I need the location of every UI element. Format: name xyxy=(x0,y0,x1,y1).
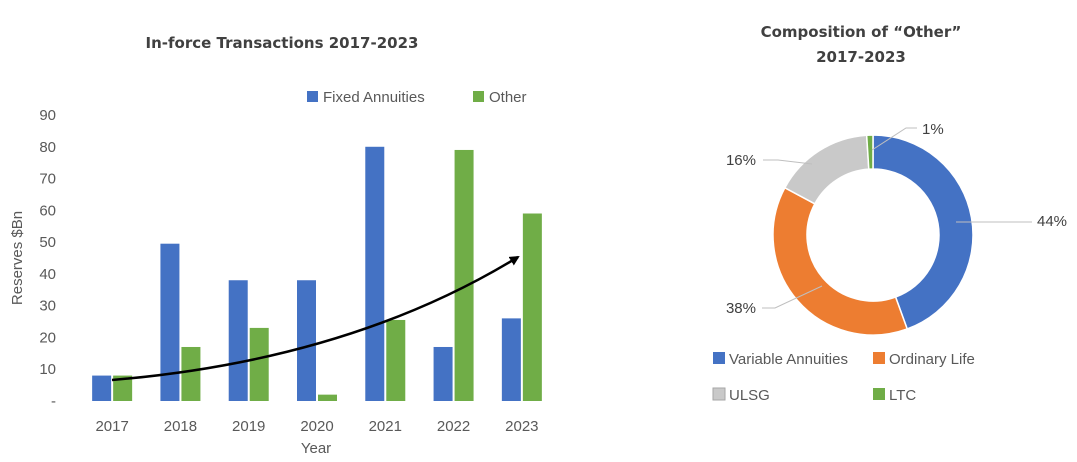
legend-label-ulsg: ULSG xyxy=(729,387,770,404)
y-tick-label: 80 xyxy=(39,139,56,156)
pct-label-variable-annuities: 44% xyxy=(1037,213,1067,230)
leader-line-ltc xyxy=(871,127,917,151)
y-tick-label: 30 xyxy=(39,298,56,315)
bar-fixed-annuities-2023 xyxy=(501,318,521,401)
bar-other-2018 xyxy=(181,346,201,401)
donut-slice-ordinary-life xyxy=(772,186,909,336)
x-tick-label: 2017 xyxy=(95,418,128,435)
y-axis-ticks: - 10 20 30 40 50 60 70 80 90 xyxy=(39,107,56,410)
bar-fixed-annuities-2021 xyxy=(365,146,385,401)
x-tick-label: 2023 xyxy=(505,418,538,435)
y-tick-label: 70 xyxy=(39,171,56,188)
y-tick-label: 40 xyxy=(39,266,56,283)
legend-swatch-ltc xyxy=(873,388,885,400)
bar-other-2023 xyxy=(522,213,542,401)
legend-swatch-ordinary-life xyxy=(873,352,885,364)
donut-slice-ulsg xyxy=(783,134,870,205)
bar-other-2021 xyxy=(386,319,406,401)
bar-other-2019 xyxy=(249,327,269,401)
legend-label-ltc: LTC xyxy=(889,387,916,404)
x-tick-label: 2022 xyxy=(437,418,470,435)
y-tick-label: 60 xyxy=(39,202,56,219)
bar-other-2022 xyxy=(454,149,474,401)
y-tick-label: 50 xyxy=(39,234,56,251)
bar-legend: Fixed Annuities Other xyxy=(307,89,527,106)
legend-swatch-fixed-annuities xyxy=(307,91,318,102)
donut-title-line2: 2017-2023 xyxy=(816,48,906,66)
bar-fixed-annuities-2018 xyxy=(160,243,180,401)
x-tick-label: 2021 xyxy=(369,418,402,435)
legend-label-variable-annuities: Variable Annuities xyxy=(729,351,848,368)
y-tick-label: - xyxy=(51,393,56,410)
bar-fixed-annuities-2022 xyxy=(433,346,453,401)
x-axis-label: Year xyxy=(301,440,331,457)
y-axis-label: Reserves $Bn xyxy=(9,211,26,305)
donut-labels: 44% 38% 16% 1% xyxy=(726,121,1067,317)
legend-label-ordinary-life: Ordinary Life xyxy=(889,351,975,368)
legend-swatch-other xyxy=(473,91,484,102)
x-tick-label: 2019 xyxy=(232,418,265,435)
bar-fixed-annuities-2020 xyxy=(297,280,316,401)
trend-arrow xyxy=(111,255,520,382)
donut-title-line1: Composition of “Other” xyxy=(761,23,962,41)
bar-chart: In-force Transactions 2017-2023 Fixed An… xyxy=(9,34,542,457)
pct-label-ulsg: 16% xyxy=(726,152,756,169)
y-tick-label: 10 xyxy=(39,361,56,378)
bar-other-2017 xyxy=(113,375,133,401)
x-tick-label: 2020 xyxy=(300,418,333,435)
donut-slices xyxy=(772,134,974,336)
donut-slice-variable-annuities xyxy=(872,134,974,330)
bar-other-2020 xyxy=(318,394,337,401)
bars-group xyxy=(92,146,542,401)
legend-swatch-variable-annuities xyxy=(713,352,725,364)
legend-label-fixed-annuities: Fixed Annuities xyxy=(323,89,425,106)
bar-fixed-annuities-2017 xyxy=(92,375,112,401)
bar-chart-title: In-force Transactions 2017-2023 xyxy=(146,34,419,52)
leader-line-ordinary-life xyxy=(762,285,823,309)
y-tick-label: 90 xyxy=(39,107,56,124)
x-tick-label: 2018 xyxy=(164,418,197,435)
pct-label-ltc: 1% xyxy=(922,121,944,138)
pct-label-ordinary-life: 38% xyxy=(726,300,756,317)
x-axis-ticks: 2017 2018 2019 2020 2021 2022 2023 xyxy=(95,418,538,435)
donut-chart: Composition of “Other” 2017-2023 44% 38%… xyxy=(712,23,1067,404)
legend-swatch-ulsg xyxy=(712,387,726,401)
leader-line-ulsg xyxy=(763,159,813,165)
bar-fixed-annuities-2019 xyxy=(228,280,248,401)
legend-label-other: Other xyxy=(489,89,527,106)
donut-legend: Variable Annuities Ordinary Life ULSG LT… xyxy=(712,351,975,404)
y-tick-label: 20 xyxy=(39,329,56,346)
donut-slice-ltc xyxy=(865,134,874,170)
